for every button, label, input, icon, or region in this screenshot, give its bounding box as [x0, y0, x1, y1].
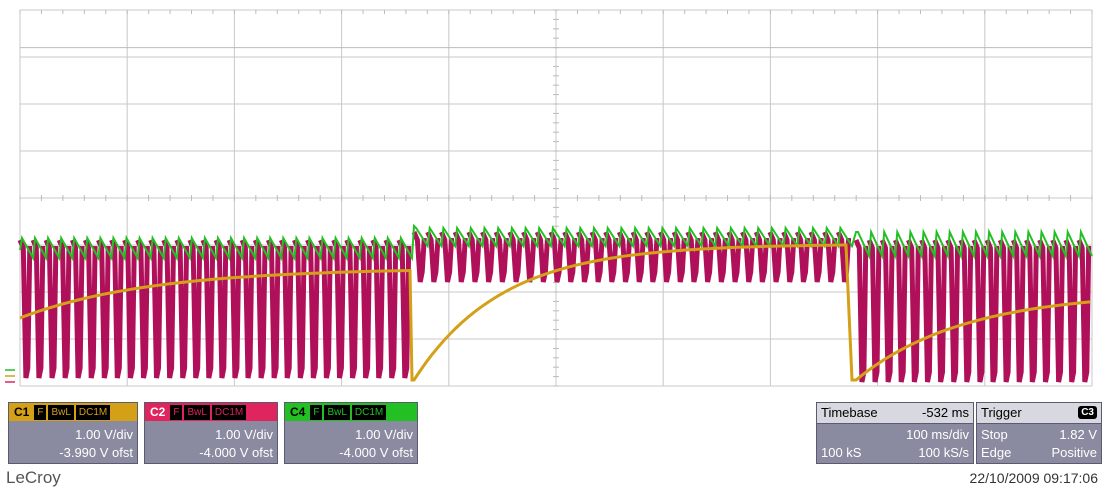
channel-c2-trace [17, 230, 1092, 383]
channel-name: C1 [14, 404, 30, 419]
sample-rate: 100 kS/s [918, 445, 969, 460]
time-per-div: 100 ms/div [906, 427, 969, 442]
tag-f: F [170, 404, 183, 420]
vdiv-value: 1.00 V/div [215, 427, 273, 442]
channel-name: C4 [290, 404, 306, 419]
channel-c4-panel[interactable]: C4 F BwL DC1M 1.00 V/div -4.000 V ofst [284, 402, 418, 464]
trigger-mode: Stop [981, 427, 1008, 442]
brand-logo: LeCroy [6, 468, 61, 487]
channel-c2-panel[interactable]: C2 F BwL DC1M 1.00 V/div -4.000 V ofst [144, 402, 278, 464]
tag-f: F [34, 404, 47, 420]
trigger-source-badge: C3 [1078, 406, 1097, 419]
channel-c1-trace [19, 243, 1091, 382]
vdiv-value: 1.00 V/div [75, 427, 133, 442]
timebase-delay: -532 ms [922, 405, 969, 420]
vdiv-value: 1.00 V/div [355, 427, 413, 442]
trigger-slope: Positive [1051, 445, 1097, 460]
sample-count: 100 kS [821, 445, 862, 460]
tag-coupling: DC1M [351, 404, 387, 420]
trigger-type: Edge [981, 445, 1012, 460]
tag-coupling: DC1M [75, 404, 111, 420]
waveform-traces [17, 223, 1093, 383]
ground-marker-icon [5, 369, 15, 383]
tag-bwl: BwL [324, 404, 350, 420]
capture-timestamp: 22/10/2009 09:17:06 [969, 470, 1098, 486]
tag-coupling: DC1M [211, 404, 247, 420]
offset-value: -4.000 V ofst [339, 445, 413, 460]
timebase-panel[interactable]: Timebase -532 ms 100 ms/div 100 kS 100 k… [816, 402, 974, 464]
tag-f: F [310, 404, 323, 420]
trigger-label: Trigger [981, 405, 1022, 420]
offset-value: -4.000 V ofst [199, 445, 273, 460]
channel-c4-trace [19, 223, 1093, 262]
trigger-panel[interactable]: Trigger C3 Stop 1.82 V Edge Positive [976, 402, 1102, 464]
offset-value: -3.990 V ofst [59, 445, 133, 460]
graticule [19, 9, 1093, 387]
channel-c1-panel[interactable]: C1 F BwL DC1M 1.00 V/div -3.990 V ofst [8, 402, 138, 464]
tag-bwl: BwL [48, 404, 74, 420]
tag-bwl: BwL [184, 404, 210, 420]
oscilloscope-display [5, 9, 1093, 387]
timebase-label: Timebase [821, 405, 878, 420]
trigger-level: 1.82 V [1059, 427, 1097, 442]
channel-name: C2 [150, 404, 166, 419]
